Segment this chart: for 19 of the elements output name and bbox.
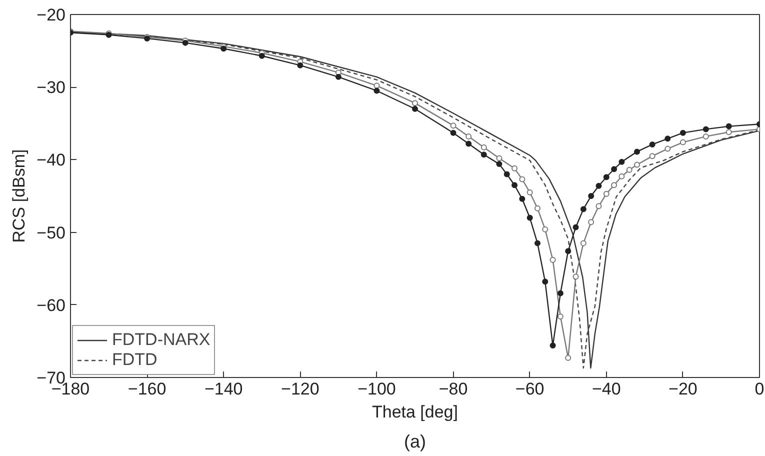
legend-label: FDTD <box>112 350 158 370</box>
y-tick-label: −40 <box>36 150 66 170</box>
y-tick-label: −50 <box>36 223 66 242</box>
y-tick-label: −20 <box>36 6 66 24</box>
x-tick-label: −80 <box>438 380 468 398</box>
x-tick-label: 0 <box>754 380 764 398</box>
x-tick-label: −140 <box>204 380 243 398</box>
x-tick-label: −40 <box>592 380 621 398</box>
x-tick-label: −100 <box>358 380 396 398</box>
legend-label: FDTD-NARX <box>112 330 210 350</box>
x-tick-label: −120 <box>281 380 320 398</box>
y-tick-label: −30 <box>36 78 66 98</box>
x-axis-title: Theta [deg] <box>372 402 458 422</box>
text: (a) <box>404 432 426 452</box>
y-axis-title: RCS [dBsm] <box>10 149 29 243</box>
x-tick-label: −20 <box>668 380 698 398</box>
y-tick-label: −60 <box>36 296 66 315</box>
x-tick-label: −60 <box>515 380 544 398</box>
x-tick-label: −160 <box>128 380 166 398</box>
